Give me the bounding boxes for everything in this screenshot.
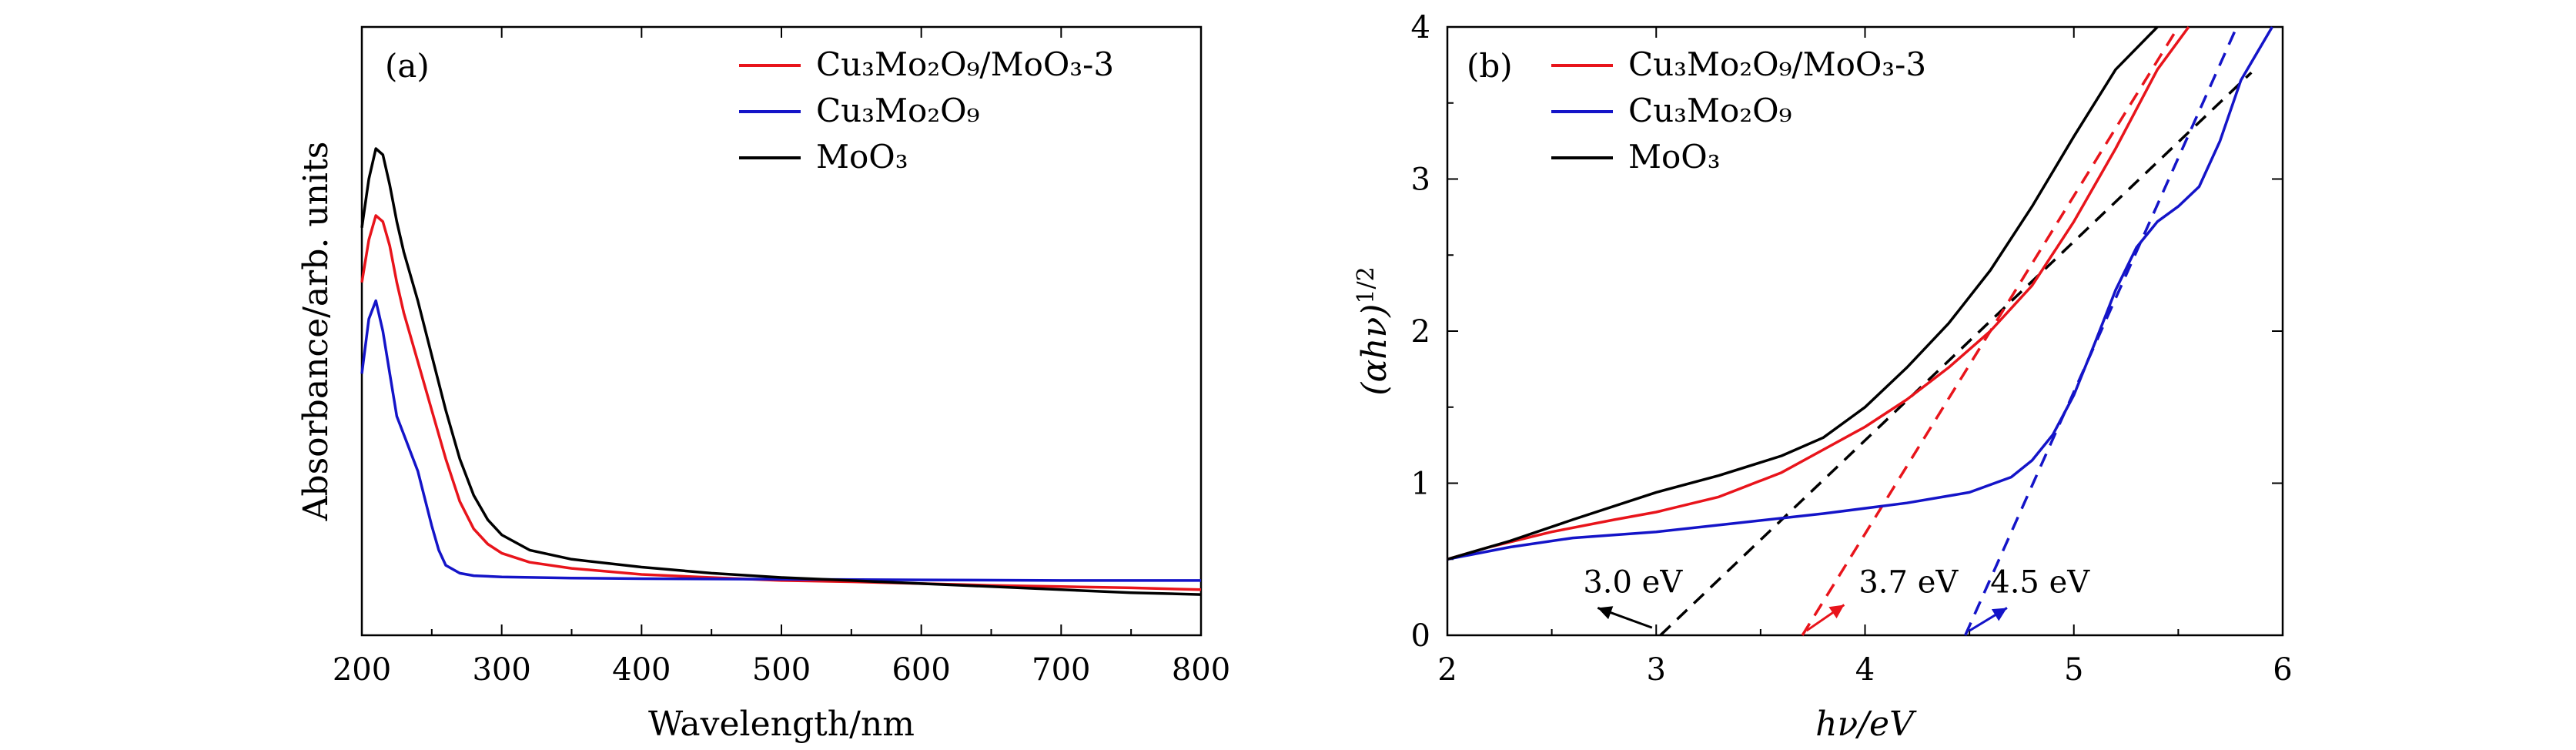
x-tick-label-5: 5 [2064, 652, 2083, 688]
legend-label-cu3mo2o9: Cu₃Mo₂O₉ [816, 92, 979, 129]
legend-label-moo3-b: MoO₃ [1628, 138, 1721, 176]
legend-b: Cu₃Mo₂O₉/MoO₃-3 Cu₃Mo₂O₉ MoO₃ [1551, 45, 1926, 176]
plot-frame-b [1446, 25, 2284, 637]
x-tick-label-700: 700 [1032, 652, 1090, 688]
y-tick-label-0: 0 [1411, 618, 1430, 654]
legend-label-cu3mo2o9-b: Cu₃Mo₂O₉ [1628, 92, 1791, 129]
series-line-moo3 [360, 147, 1202, 596]
annotation-arrowhead-3-7-ev [1828, 604, 1845, 619]
panel-a: 200 300 400 500 600 700 800 (a) Cu₃Mo₂O₉/MoO₃-… [296, 25, 1230, 744]
y-axis-title-b-base: (αhν) [1355, 304, 1394, 396]
annotation-arrowhead-3-0-ev [1597, 606, 1614, 620]
x-tick-label-800: 800 [1172, 652, 1230, 688]
legend-label-cu3mo2o9-moo3-3-b: Cu₃Mo₂O₉/MoO₃-3 [1628, 45, 1926, 83]
x-tick-label-600: 600 [892, 652, 950, 688]
x-tick-label-2: 2 [1437, 652, 1457, 688]
series-line-cu3mo2o9 [1447, 26, 2273, 561]
series-line-cu3mo2o9-moo3-3 [360, 214, 1202, 591]
y-tick-label-2: 2 [1411, 314, 1430, 350]
series-line-cu3mo2o9 [360, 299, 1201, 582]
x-axis-title-a: Wavelength/nm [648, 705, 915, 744]
legend-label-moo3: MoO₃ [816, 138, 908, 176]
series-line-moo3 [1447, 25, 2159, 561]
y-axis-title-b-sup: 1/2 [1353, 266, 1380, 303]
series-line-cu3mo2o9-moo3-3 [1447, 25, 2190, 561]
axis-ticks-b: 2 3 4 5 6 0 1 2 3 4 [1411, 10, 2293, 688]
legend-a: Cu₃Mo₂O₉/MoO₃-3 Cu₃Mo₂O₉ MoO₃ [739, 45, 1114, 176]
annotation-label-3-7-ev: 3.7 eV [1858, 565, 1959, 601]
x-tick-label-3: 3 [1647, 652, 1666, 688]
x-tick-label-4: 4 [1855, 652, 1875, 688]
bandgap-annotations-b: 3.0 eV 3.7 eV 4.5 eV [1583, 565, 2090, 632]
x-tick-label-400: 400 [612, 652, 671, 688]
x-ticks-a: 200 300 400 500 600 700 800 [333, 27, 1230, 688]
annotation-label-3-0-ev: 3.0 eV [1583, 565, 1683, 601]
curves-a [360, 147, 1202, 596]
tangent-line-moo3 [1659, 71, 2253, 637]
panel-b: 2 3 4 5 6 0 1 2 3 4 3.0 eV 3.7 eV 4.5 eV (b) Cu₃Mo₂… [1353, 10, 2293, 744]
curves-b [1447, 25, 2273, 561]
x-tick-label-6: 6 [2273, 652, 2292, 688]
y-tick-label-3: 3 [1411, 162, 1430, 198]
annotation-arrowhead-4-5-ev [1991, 608, 2007, 621]
tangent-line-cu3mo2o9 [1964, 26, 2238, 636]
panel-label-b: (b) [1467, 47, 1513, 85]
y-tick-label-4: 4 [1411, 10, 1430, 45]
y-axis-title-a: Absorbance/arb. units [296, 142, 336, 522]
x-tick-label-300: 300 [472, 652, 530, 688]
x-tick-label-200: 200 [333, 652, 391, 688]
legend-label-cu3mo2o9-moo3-3: Cu₃Mo₂O₉/MoO₃-3 [816, 45, 1114, 83]
annotation-label-4-5-ev: 4.5 eV [1990, 565, 2090, 601]
x-axis-title-b: hν/eV [1815, 705, 1917, 744]
panel-label-a: (a) [385, 47, 430, 85]
y-tick-label-1: 1 [1411, 467, 1430, 502]
x-tick-label-500: 500 [752, 652, 811, 688]
y-axis-title-b: (αhν)1/2 [1353, 266, 1394, 395]
